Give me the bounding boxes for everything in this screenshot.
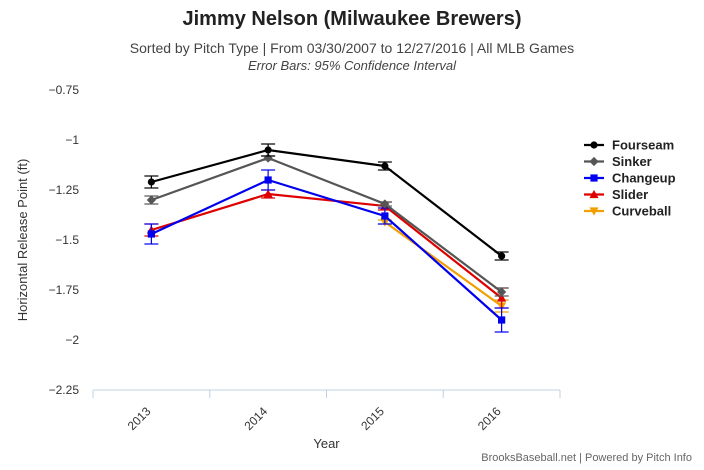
data-point-changeup bbox=[264, 176, 272, 184]
series-group bbox=[144, 143, 509, 333]
chart-error-bar-note: Error Bars: 95% Confidence Interval bbox=[247, 58, 457, 73]
series-slider bbox=[144, 189, 509, 309]
y-axis-title: Horizontal Release Point (ft) bbox=[15, 159, 30, 322]
y-tick-label: −1 bbox=[65, 133, 79, 147]
legend-item-fourseam: Fourseam bbox=[584, 138, 674, 153]
series-changeup bbox=[144, 169, 509, 333]
x-tick-label: 2013 bbox=[125, 404, 154, 433]
y-tick-label: −2.25 bbox=[49, 383, 80, 397]
data-point-changeup bbox=[498, 316, 506, 324]
series-curveball bbox=[377, 218, 509, 313]
x-tick-label: 2014 bbox=[241, 404, 270, 433]
x-axis-title: Year bbox=[313, 436, 340, 451]
y-tick-label: −1.5 bbox=[55, 233, 79, 247]
legend-item-curveball: Curveball bbox=[584, 204, 671, 219]
y-tick-label: −0.75 bbox=[49, 83, 80, 97]
axes-group: −0.75 −1 −1.25 −1.5 −1.75 −2 −2.25 2013 2014 2015… bbox=[15, 83, 561, 451]
legend-item-slider: Slider bbox=[584, 187, 648, 202]
series-line-slider bbox=[151, 192, 503, 299]
data-point-slider bbox=[263, 189, 273, 198]
data-point-fourseam bbox=[264, 146, 272, 154]
data-point-sinker bbox=[380, 199, 390, 209]
data-point-fourseam bbox=[498, 252, 506, 260]
legend-marker bbox=[589, 156, 599, 167]
legend-marker bbox=[590, 174, 598, 182]
y-tick-label: −1.75 bbox=[49, 283, 80, 297]
y-tick-label: −2 bbox=[65, 333, 79, 347]
data-point-fourseam bbox=[147, 178, 155, 186]
data-point-sinker bbox=[146, 195, 156, 205]
legend-label-fourseam: Fourseam bbox=[612, 138, 674, 153]
legend-label-slider: Slider bbox=[612, 187, 648, 202]
series-line-changeup bbox=[150, 178, 503, 321]
series-line-fourseam bbox=[151, 148, 503, 257]
chart-subtitle: Sorted by Pitch Type | From 03/30/2007 t… bbox=[129, 40, 575, 56]
legend-item-sinker: Sinker bbox=[584, 154, 652, 169]
legend-marker bbox=[590, 141, 598, 149]
legend-label-changeup: Changeup bbox=[612, 171, 676, 186]
series-fourseam bbox=[144, 143, 509, 261]
data-point-slider bbox=[497, 293, 507, 302]
data-point-fourseam bbox=[381, 162, 389, 170]
credit-text: BrooksBaseball.net | Powered by Pitch In… bbox=[481, 452, 692, 464]
legend-item-changeup: Changeup bbox=[584, 171, 676, 186]
y-tick-label: −1.25 bbox=[49, 183, 80, 197]
data-point-sinker bbox=[497, 287, 507, 297]
legend-label-sinker: Sinker bbox=[612, 154, 652, 169]
data-point-changeup bbox=[147, 230, 155, 238]
x-tick-label: 2015 bbox=[358, 404, 387, 433]
series-line-curveball bbox=[384, 221, 503, 307]
chart-title: Jimmy Nelson (Milwaukee Brewers) bbox=[182, 8, 522, 30]
series-line-sinker bbox=[151, 156, 503, 293]
series-sinker bbox=[144, 153, 509, 297]
legend-label-curveball: Curveball bbox=[612, 204, 671, 219]
data-point-changeup bbox=[381, 212, 389, 220]
legend-marker bbox=[589, 189, 599, 199]
x-tick-label: 2016 bbox=[475, 404, 504, 433]
legend-marker bbox=[589, 207, 599, 216]
